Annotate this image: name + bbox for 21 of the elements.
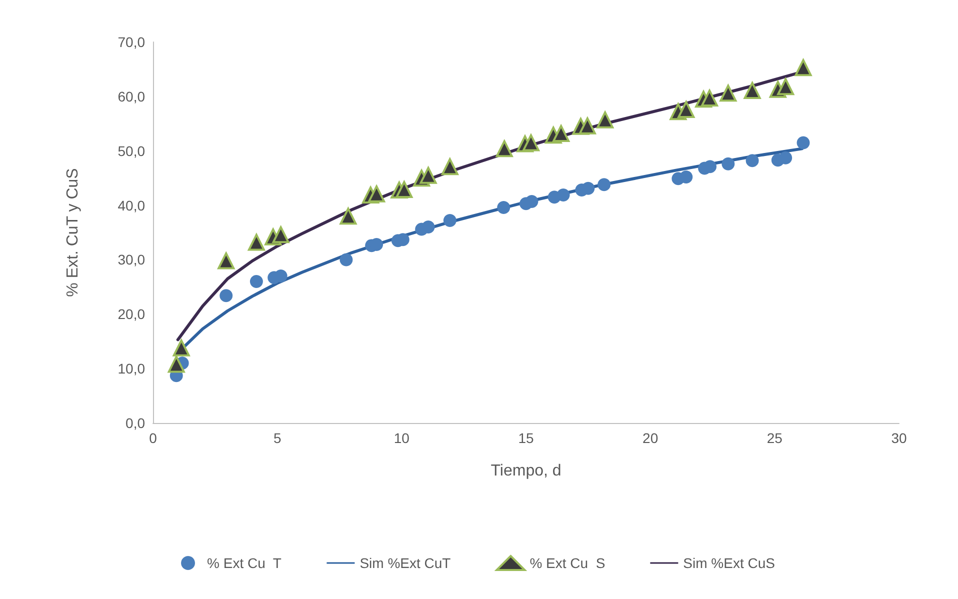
x-tick-label: 15 xyxy=(518,430,534,446)
y-tick-label: 0,0 xyxy=(126,415,146,431)
legend-label: % Ext Cu T xyxy=(207,555,282,571)
legend-label: Sim %Ext CuT xyxy=(360,555,452,571)
x-axis-title: Tiempo, d xyxy=(490,462,562,480)
y-tick-label: 60,0 xyxy=(118,88,146,104)
x-tick-label: 10 xyxy=(394,430,410,446)
y-tick-label: 20,0 xyxy=(118,306,146,322)
x-tick-label: 25 xyxy=(766,430,783,446)
x-tick-label: 20 xyxy=(642,430,658,446)
y-axis-title: % Ext. CuT y CuS xyxy=(64,168,82,297)
y-tick-label: 70,0 xyxy=(118,34,146,50)
y-tick-label: 40,0 xyxy=(118,197,146,214)
y-tick-label: 10,0 xyxy=(118,360,146,377)
legend-label: Sim %Ext CuS xyxy=(683,555,775,571)
x-tick-label: 30 xyxy=(891,430,907,446)
y-tick-label: 50,0 xyxy=(118,142,146,159)
x-tick-label: 0 xyxy=(149,430,158,446)
y-tick-label: 30,0 xyxy=(118,252,146,268)
x-tick-label: 5 xyxy=(273,430,282,446)
legend-label: % Ext Cu S xyxy=(530,555,606,571)
